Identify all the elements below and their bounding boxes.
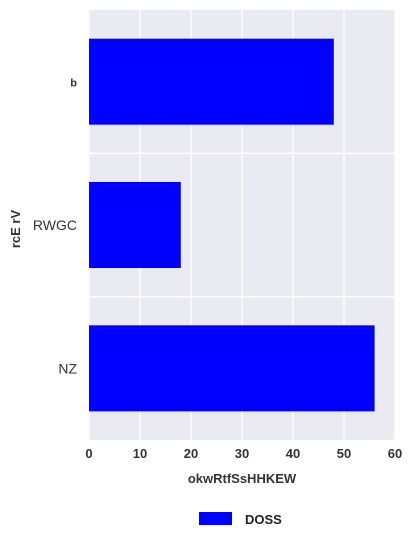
bar [89,325,375,412]
y-category-label: NZ [58,360,77,376]
y-category-labels: b RWGC NZ [33,78,78,377]
x-tick-label: 20 [184,446,198,461]
x-tick-label: 30 [235,446,249,461]
legend-swatch [199,512,232,525]
legend-label: DOSS [245,512,282,527]
x-tick-label: 60 [388,446,402,461]
x-tick-label: 40 [286,446,300,461]
bar [89,38,334,125]
x-tick-label: 0 [85,446,92,461]
bars [89,38,375,412]
x-tick-label: 10 [133,446,147,461]
x-tick-labels: 0 10 20 30 40 50 60 [85,446,402,461]
y-category-label: RWGC [33,217,77,233]
x-tick-label: 50 [337,446,351,461]
legend: DOSS [199,512,282,527]
y-axis-label: rcE rV [8,210,23,249]
bar [89,182,181,268]
x-axis-label: okwRtfSsHHKEW [188,471,297,486]
y-category-label: b [70,78,77,90]
